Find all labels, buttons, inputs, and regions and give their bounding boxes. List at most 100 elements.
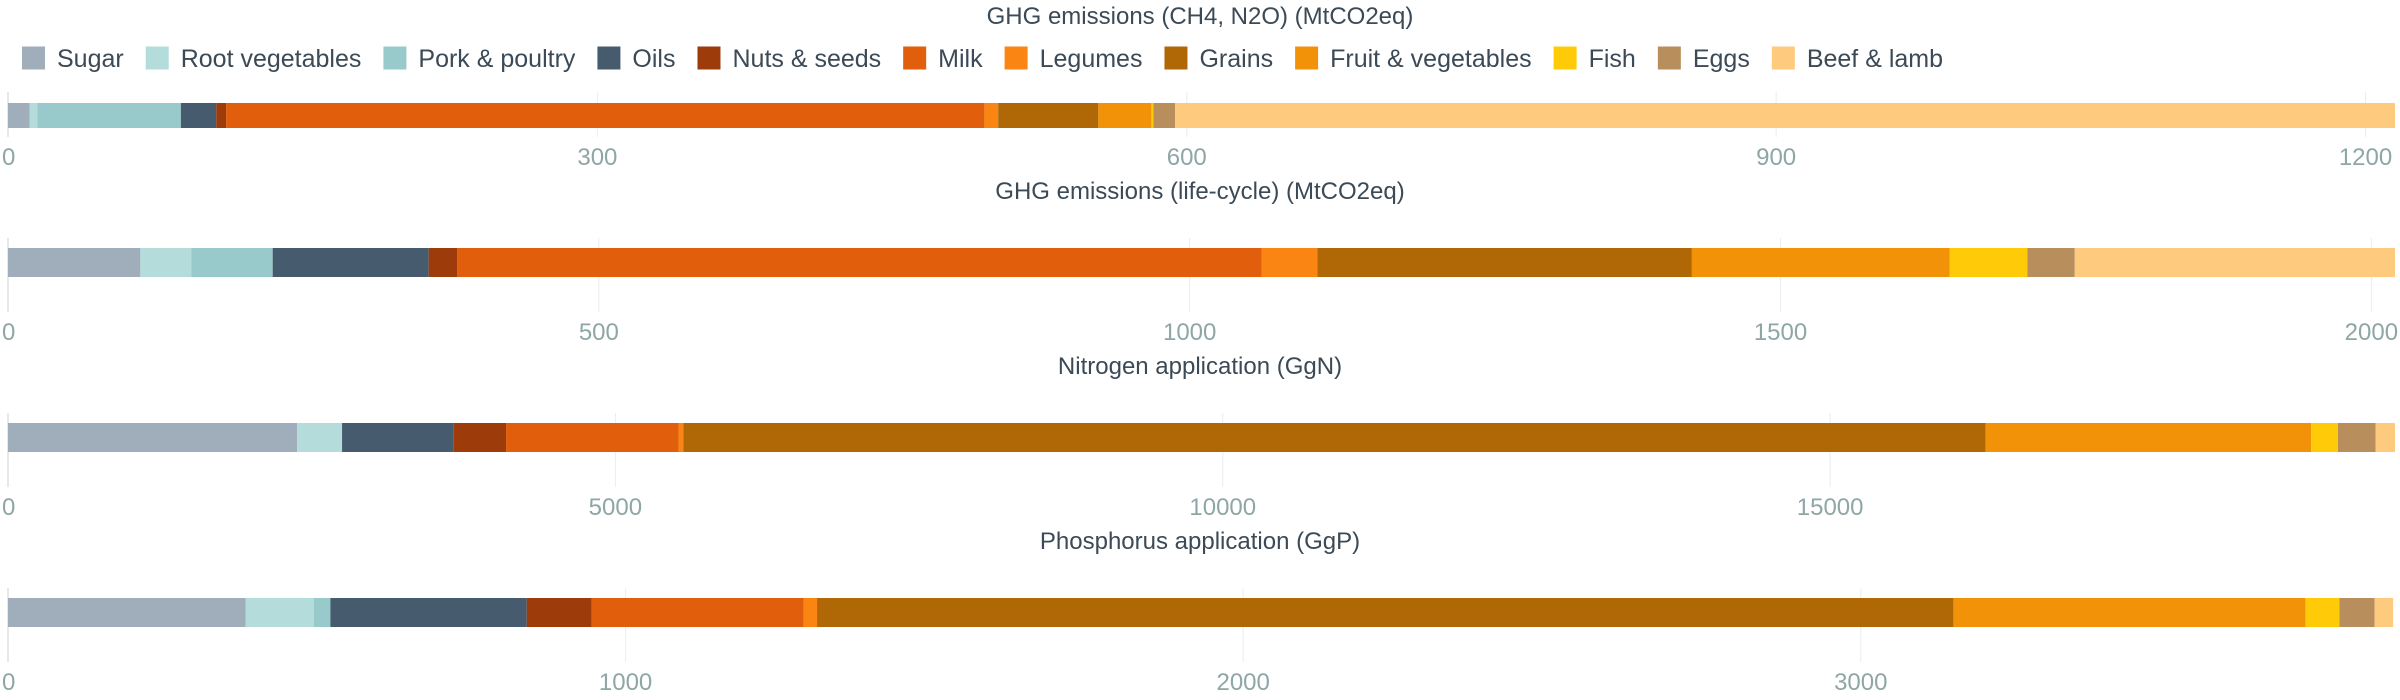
legend-swatch <box>1553 46 1577 70</box>
bar-segment-oils[interactable] <box>342 423 454 452</box>
bar-segment-sugar[interactable] <box>8 248 141 277</box>
bar-segment-oils[interactable] <box>272 248 429 277</box>
legend-label: Milk <box>938 45 983 73</box>
legend-item-fish[interactable]: Fish <box>1553 45 1636 73</box>
legend-label: Legumes <box>1040 45 1143 73</box>
bar-segment-fish[interactable] <box>2305 598 2340 627</box>
x-tick-label: 900 <box>1756 144 1796 171</box>
x-tick-label: 1000 <box>1163 319 1216 346</box>
bar-segment-beef-and-lamb[interactable] <box>2374 598 2394 627</box>
bar-segment-milk[interactable] <box>591 598 804 627</box>
bar-segment-beef-and-lamb[interactable] <box>1174 103 2395 128</box>
bar-segment-fruit-and-vegetables[interactable] <box>1953 598 2306 627</box>
bar-segment-nuts-and-seeds[interactable] <box>453 423 507 452</box>
bar-segment-legumes[interactable] <box>984 103 999 128</box>
x-tick-label: 5000 <box>589 494 642 521</box>
legend-item-eggs[interactable]: Eggs <box>1657 45 1750 73</box>
legend-swatch <box>1771 46 1795 70</box>
bar-segment-milk[interactable] <box>226 103 985 128</box>
bar-segment-sugar[interactable] <box>8 103 30 128</box>
legend-item-fruit-and-vegetables[interactable]: Fruit & vegetables <box>1295 45 1532 73</box>
bar-segment-grains[interactable] <box>1317 248 1692 277</box>
bar-segment-eggs[interactable] <box>2027 248 2075 277</box>
bar-segment-legumes[interactable] <box>803 598 818 627</box>
bar-segment-grains[interactable] <box>817 598 1954 627</box>
x-tick-label: 0 <box>2 669 15 696</box>
bar-segment-pork-and-poultry[interactable] <box>313 598 331 627</box>
bar-segment-fish[interactable] <box>2311 423 2338 452</box>
legend-item-beef-and-lamb[interactable]: Beef & lamb <box>1771 45 1943 73</box>
bar-segment-milk[interactable] <box>506 423 679 452</box>
bar-segment-pork-and-poultry[interactable] <box>37 103 181 128</box>
legend-label: Sugar <box>57 45 124 73</box>
x-tick-label: 2000 <box>2345 319 2398 346</box>
legend-swatch <box>145 46 169 70</box>
bar-segment-eggs[interactable] <box>2337 423 2376 452</box>
legend-item-pork-and-poultry[interactable]: Pork & poultry <box>383 45 576 73</box>
x-tick-label: 0 <box>2 144 15 171</box>
bar-segment-milk[interactable] <box>457 248 1262 277</box>
bar-segment-beef-and-lamb[interactable] <box>2074 248 2395 277</box>
legend-label: Grains <box>1199 45 1273 73</box>
x-tick-label: 500 <box>579 319 619 346</box>
bar-segment-nuts-and-seeds[interactable] <box>216 103 227 128</box>
bar-segment-grains[interactable] <box>683 423 1986 452</box>
x-tick-label: 300 <box>577 144 617 171</box>
bar-segment-pork-and-poultry[interactable] <box>191 248 273 277</box>
legend-item-oils[interactable]: Oils <box>597 45 675 73</box>
bar-segment-nuts-and-seeds[interactable] <box>428 248 458 277</box>
x-tick-label: 15000 <box>1797 494 1864 521</box>
x-tick-label: 10000 <box>1189 494 1256 521</box>
bar-segment-fruit-and-vegetables[interactable] <box>1098 103 1152 128</box>
x-tick-label: 1500 <box>1754 319 1807 346</box>
legend: Sugar Root vegetables Pork & poultry Oils Nu… <box>22 45 1943 73</box>
bar-segment-root-vegetables[interactable] <box>245 598 314 627</box>
bar-segment-fish[interactable] <box>1949 248 2028 277</box>
bar-segment-legumes[interactable] <box>1261 248 1318 277</box>
bar-segment-beef-and-lamb[interactable] <box>2375 423 2395 452</box>
legend-swatch <box>1164 46 1188 70</box>
x-tick-label: 0 <box>2 319 15 346</box>
bar-segment-oils[interactable] <box>180 103 217 128</box>
legend-label: Beef & lamb <box>1807 45 1943 73</box>
legend-item-milk[interactable]: Milk <box>903 45 983 73</box>
legend-item-root-vegetables[interactable]: Root vegetables <box>145 45 362 73</box>
legend-swatch <box>1295 46 1319 70</box>
legend-item-nuts-and-seeds[interactable]: Nuts & seeds <box>697 45 881 73</box>
x-tick-label: 1200 <box>2339 144 2392 171</box>
bar-segment-fruit-and-vegetables[interactable] <box>1691 248 1950 277</box>
legend-swatch <box>1657 46 1681 70</box>
bar-segment-root-vegetables[interactable] <box>297 423 343 452</box>
bar-segment-oils[interactable] <box>330 598 527 627</box>
x-tick-label: 2000 <box>1216 669 1269 696</box>
legend-item-grains[interactable]: Grains <box>1164 45 1273 73</box>
legend-label: Root vegetables <box>181 45 362 73</box>
legend-label: Pork & poultry <box>418 45 576 73</box>
legend-swatch <box>383 46 407 70</box>
bar-segment-fruit-and-vegetables[interactable] <box>1985 423 2312 452</box>
bar-segment-nuts-and-seeds[interactable] <box>526 598 592 627</box>
x-tick-label: 3000 <box>1834 669 1887 696</box>
bar-segment-grains[interactable] <box>998 103 1099 128</box>
chart-panels: GHG emissions (CH4, N2O) (MtCO2eq) 0 300 60… <box>2 3 2398 696</box>
legend-label: Fruit & vegetables <box>1330 45 1532 73</box>
bar-segment-eggs[interactable] <box>1153 103 1175 128</box>
bar-segment-legumes[interactable] <box>678 423 684 452</box>
bar-segment-eggs[interactable] <box>2339 598 2375 627</box>
legend-swatch <box>697 46 721 70</box>
panel-title: GHG emissions (life-cycle) (MtCO2eq) <box>995 178 1404 205</box>
legend-item-legumes[interactable]: Legumes <box>1004 45 1143 73</box>
bar-segment-root-vegetables[interactable] <box>140 248 192 277</box>
bar-segment-sugar[interactable] <box>8 423 298 452</box>
legend-swatch <box>903 46 927 70</box>
bar-segment-fish[interactable] <box>1151 103 1154 128</box>
legend-item-sugar[interactable]: Sugar <box>22 45 124 73</box>
panel-title: GHG emissions (CH4, N2O) (MtCO2eq) <box>987 3 1414 30</box>
x-tick-label: 1000 <box>599 669 652 696</box>
bar-segment-root-vegetables[interactable] <box>29 103 38 128</box>
bar-segment-sugar[interactable] <box>8 598 246 627</box>
panel-4: Phosphorus application (GgP) 0 1000 2000 300… <box>2 528 2394 696</box>
legend-swatch <box>22 46 45 70</box>
